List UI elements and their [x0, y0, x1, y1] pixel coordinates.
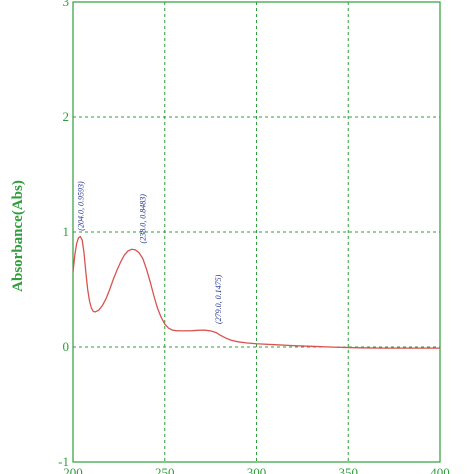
- x-tick-label: 300: [247, 465, 267, 474]
- y-tick-label: 0: [63, 339, 70, 354]
- y-tick-label: 3: [63, 0, 70, 9]
- peak-annotations: (204.0, 0.9593) (238.0, 0.8483) (279.0, 0.…: [76, 181, 223, 324]
- peak-annotation: (204.0, 0.9593): [76, 181, 85, 231]
- peak-annotation: (238.0, 0.8483): [139, 194, 148, 244]
- plot-frame: [72, 1, 441, 463]
- x-tick-label: 200: [63, 465, 83, 474]
- y-tick-label: 2: [63, 109, 70, 124]
- y-tick-label: -1: [58, 454, 69, 469]
- y-tick-label: 1: [63, 224, 70, 239]
- x-tick-labels: 200 250 300 350 400: [63, 465, 450, 474]
- grid-lines: [73, 2, 440, 462]
- absorbance-curve: [72, 235, 440, 349]
- x-tick-label: 400: [430, 465, 450, 474]
- x-tick-label: 350: [339, 465, 359, 474]
- x-tick-label: 250: [155, 465, 175, 474]
- y-axis-title: Absorbance(Abs): [10, 180, 26, 292]
- peak-annotation: (279.0, 0.1475): [214, 274, 223, 324]
- y-tick-labels: -1 0 1 2 3: [58, 0, 69, 469]
